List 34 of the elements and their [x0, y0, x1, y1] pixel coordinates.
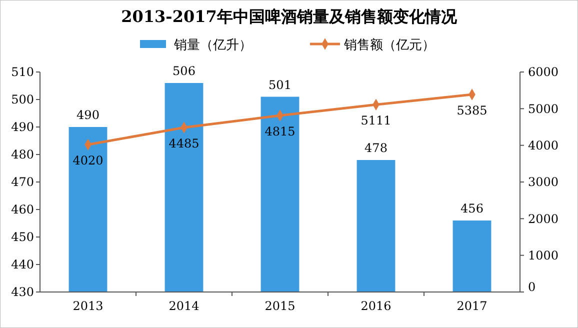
legend-label: 销量（亿升） [173, 38, 252, 53]
y-tick-label: 460 [11, 202, 34, 217]
y-tick-label: 500 [11, 92, 34, 107]
y2-tick-label: 5000 [528, 102, 559, 116]
y-tick-label: 430 [11, 285, 34, 300]
data-label: 4020 [72, 154, 104, 168]
y2-tick-label: 2000 [528, 212, 559, 226]
data-label: 4815 [264, 124, 296, 138]
data-label: 478 [364, 141, 388, 155]
y2-tick-label: 4000 [528, 138, 559, 153]
y2-tick-label: 1000 [528, 248, 559, 263]
y-tick-label: 510 [11, 65, 34, 80]
data-label: 490 [76, 108, 100, 122]
x-tick-label: 2017 [456, 299, 488, 313]
data-label: 4485 [168, 136, 200, 151]
x-tick-label: 2015 [264, 299, 296, 313]
x-tick-label: 2014 [168, 299, 200, 313]
x-tick-label: 2016 [360, 299, 392, 313]
data-label: 501 [268, 78, 292, 92]
data-label: 5111 [360, 114, 392, 128]
y-tick-label: 450 [11, 230, 34, 244]
y-tick-label: 490 [11, 120, 34, 134]
data-label: 456 [460, 202, 484, 216]
legend-label: 销售额（亿元） [343, 38, 435, 53]
chart-title: 2013-2017年中国啤酒销量及销售额变化情况 [121, 7, 458, 26]
data-label: 506 [172, 64, 196, 78]
x-tick-label: 2013 [72, 299, 104, 313]
data-label: 5385 [456, 104, 488, 118]
y-tick-label: 440 [11, 258, 34, 272]
y2-tick-label: 6000 [528, 65, 559, 80]
y2-tick-label: 0 [528, 280, 536, 294]
y-tick-label: 480 [11, 148, 34, 162]
y-tick-label: 470 [11, 175, 34, 190]
y2-tick-label: 3000 [528, 175, 559, 190]
